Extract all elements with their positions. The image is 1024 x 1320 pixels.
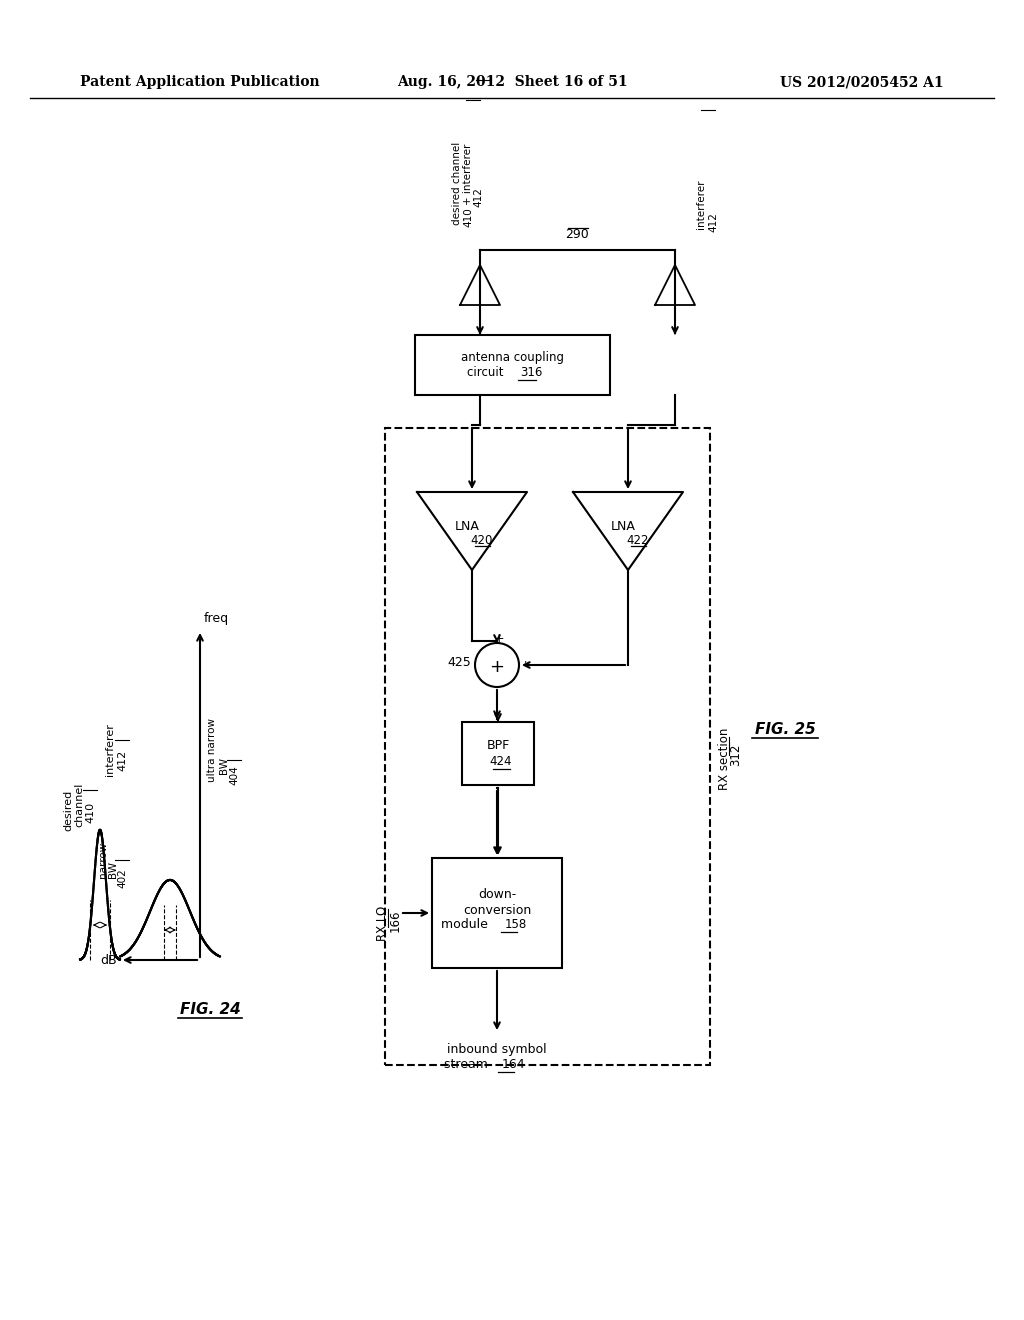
Text: 422: 422 bbox=[627, 533, 649, 546]
Text: 412: 412 bbox=[473, 187, 483, 207]
Text: desired channel: desired channel bbox=[452, 139, 462, 224]
Bar bbox=[415, 335, 610, 395]
Text: dB: dB bbox=[100, 953, 117, 966]
Text: 425: 425 bbox=[447, 656, 471, 668]
Bar bbox=[432, 858, 562, 968]
Text: LNA: LNA bbox=[455, 520, 479, 532]
Text: 420: 420 bbox=[471, 533, 494, 546]
Text: narrow: narrow bbox=[98, 842, 108, 878]
Bar bbox=[385, 428, 710, 1065]
Text: 410: 410 bbox=[463, 207, 473, 227]
Text: FIG. 24: FIG. 24 bbox=[179, 1002, 241, 1018]
Text: down-: down- bbox=[478, 888, 516, 902]
Text: desired: desired bbox=[63, 789, 73, 830]
Text: interferer: interferer bbox=[697, 177, 707, 230]
Text: 316: 316 bbox=[520, 367, 543, 380]
Text: module: module bbox=[441, 919, 492, 932]
Text: + interferer: + interferer bbox=[463, 140, 473, 205]
Text: 164: 164 bbox=[502, 1059, 525, 1072]
Text: 290: 290 bbox=[565, 228, 590, 242]
Text: antenna coupling: antenna coupling bbox=[461, 351, 564, 364]
Text: RX LO: RX LO bbox=[376, 906, 388, 941]
Text: ’: ’ bbox=[523, 661, 526, 671]
Text: circuit: circuit bbox=[467, 367, 508, 380]
Text: stream: stream bbox=[444, 1059, 492, 1072]
Bar bbox=[462, 722, 534, 785]
Text: 404: 404 bbox=[229, 766, 239, 785]
Text: 412: 412 bbox=[117, 750, 127, 771]
Text: freq: freq bbox=[204, 612, 229, 624]
Text: BPF: BPF bbox=[486, 739, 510, 752]
Text: 410: 410 bbox=[85, 801, 95, 822]
Text: RX section: RX section bbox=[719, 723, 731, 789]
Text: BW: BW bbox=[219, 756, 229, 774]
Text: US 2012/0205452 A1: US 2012/0205452 A1 bbox=[780, 75, 944, 88]
Text: 424: 424 bbox=[489, 755, 512, 768]
Text: inbound symbol: inbound symbol bbox=[447, 1044, 547, 1056]
Text: channel: channel bbox=[74, 783, 84, 828]
Text: LNA: LNA bbox=[610, 520, 636, 532]
Text: +: + bbox=[494, 631, 504, 644]
Text: 312: 312 bbox=[729, 743, 742, 766]
Text: 402: 402 bbox=[117, 869, 127, 888]
Text: FIG. 25: FIG. 25 bbox=[755, 722, 815, 738]
Text: Aug. 16, 2012  Sheet 16 of 51: Aug. 16, 2012 Sheet 16 of 51 bbox=[396, 75, 628, 88]
Text: 158: 158 bbox=[505, 919, 527, 932]
Text: ultra narrow: ultra narrow bbox=[207, 718, 217, 781]
Text: 166: 166 bbox=[388, 909, 401, 932]
Text: interferer: interferer bbox=[105, 723, 115, 776]
Text: Patent Application Publication: Patent Application Publication bbox=[80, 75, 319, 88]
Text: BW: BW bbox=[108, 862, 118, 879]
Text: +: + bbox=[489, 657, 505, 676]
Text: 412: 412 bbox=[708, 213, 718, 232]
Text: conversion: conversion bbox=[463, 903, 531, 916]
